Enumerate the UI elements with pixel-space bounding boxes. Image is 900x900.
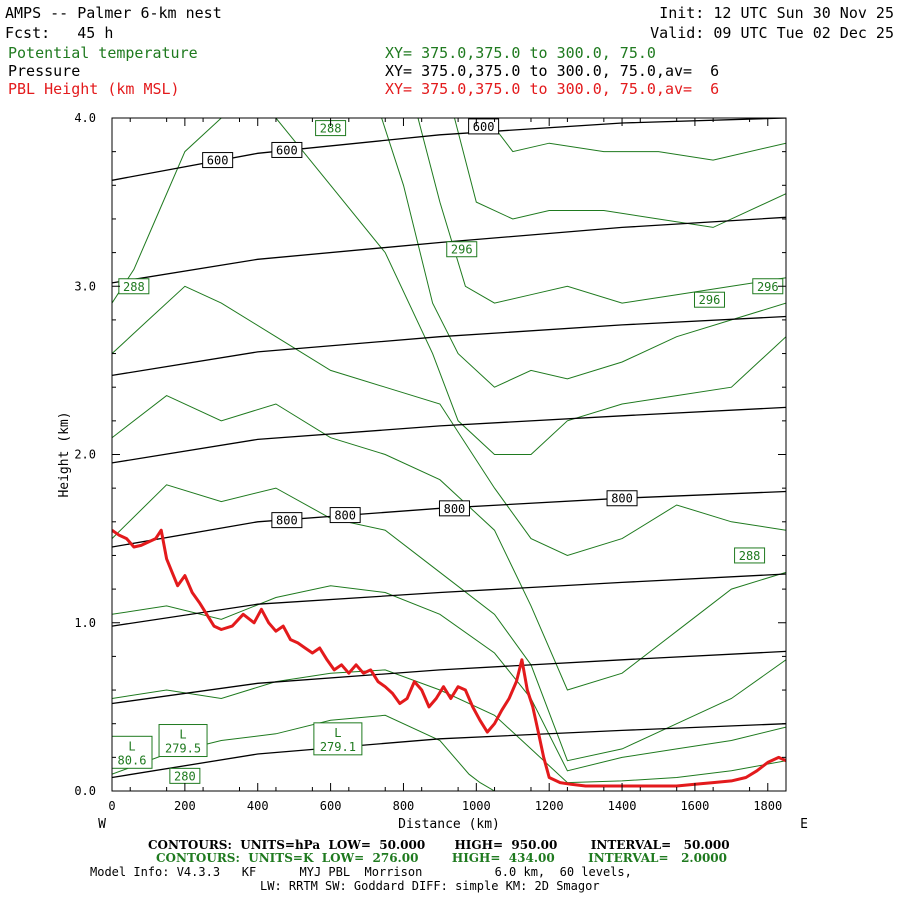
legend-xy-pbl: XY= 375.0,375.0 to 300.0, 75.0,av= 6 <box>385 80 720 98</box>
pbl-height-line <box>112 528 786 788</box>
axes: 0 200 400 600 800 1000 1200 1400 1600 1800 0.0 1.0 2… <box>57 111 808 832</box>
minimum-value: 279.1 <box>320 740 356 754</box>
theta-label-3: 296 <box>693 291 725 308</box>
pressure-label-0: 600 <box>202 152 234 169</box>
pressure-contour-0 <box>112 723 786 779</box>
svg-text:800: 800 <box>276 514 298 528</box>
footer-contours-hpa: CONTOURS: UNITS=hPa LOW= 50.000 HIGH= 95… <box>148 838 730 852</box>
contour-labels: 600 600 600 800 800 800 800 288 288 296 296 296 288 2… <box>111 118 784 784</box>
theta-label-5: 288 <box>734 547 766 564</box>
legend-label-theta: Potential temperature <box>8 44 198 62</box>
svg-text:800: 800 <box>444 502 466 516</box>
pressure-contour-7 <box>112 118 786 181</box>
footer-model-info: Model Info: V4.3.3 KF MYJ PBL Morrison 6… <box>90 865 632 879</box>
x-tick-label-3: 600 <box>320 799 342 813</box>
pressure-label-4: 800 <box>329 507 361 524</box>
y-axis-label: Height (km) <box>57 411 72 497</box>
pressure-contour-2 <box>112 573 786 627</box>
pressure-contour-6 <box>112 216 786 284</box>
minimum-value: 80.6 <box>118 753 147 767</box>
pressure-label-3: 800 <box>271 512 303 529</box>
svg-text:288: 288 <box>739 549 761 563</box>
legend-label-pressure: Pressure <box>8 62 81 80</box>
svg-text:600: 600 <box>276 143 298 157</box>
legend-xy-pressure: XY= 375.0,375.0 to 300.0, 75.0,av= 6 <box>385 62 720 80</box>
theta-label-4: 296 <box>752 278 784 295</box>
y-tick-label-4: 4.0 <box>74 111 96 125</box>
theta-contour-1 <box>112 669 786 784</box>
x-tick-label-9: 1800 <box>753 799 782 813</box>
x-tick-label-4: 800 <box>393 799 415 813</box>
svg-text:296: 296 <box>699 293 721 307</box>
pressure-label-6: 800 <box>606 490 638 507</box>
x-tick-label-5: 1000 <box>462 799 491 813</box>
pressure-contour-1 <box>112 650 786 705</box>
theta-contour-2 <box>112 585 786 772</box>
minimum-value: 279.5 <box>165 742 201 756</box>
svg-text:296: 296 <box>757 280 779 294</box>
theta-label-2: 296 <box>446 241 478 258</box>
pressure-contour-3 <box>112 490 786 548</box>
east-label: E <box>800 817 808 832</box>
theta-contour-10 <box>486 118 786 161</box>
svg-text:296: 296 <box>451 243 473 257</box>
pressure-contour-4 <box>112 406 786 464</box>
theta-label-0: 288 <box>118 278 150 295</box>
svg-text:600: 600 <box>473 120 495 134</box>
valid-time: Valid: 09 UTC Tue 02 Dec 25 <box>650 24 894 42</box>
footer-contours-k: CONTOURS: UNITS=K LOW= 276.00 HIGH= 434.… <box>156 851 727 865</box>
footer-physics: LW: RRTM SW: Goddard DIFF: simple KM: 2D… <box>260 879 600 893</box>
theta-contour-7 <box>381 118 786 388</box>
minimum-letter: L <box>128 739 135 753</box>
x-tick-label-2: 400 <box>247 799 269 813</box>
theta-contour-5 <box>112 285 786 557</box>
theta-contour-9 <box>454 118 786 228</box>
y-tick-label-3: 3.0 <box>74 279 96 293</box>
pressure-contour-5 <box>112 315 786 377</box>
minimum-letter: L <box>334 726 341 740</box>
svg-text:800: 800 <box>611 492 633 506</box>
theta-label-6: 280 <box>169 767 201 784</box>
theta-contour-4 <box>112 395 786 691</box>
svg-text:288: 288 <box>123 280 145 294</box>
legend-label-pbl: PBL Height (km MSL) <box>8 80 180 98</box>
y-tick-label-1: 1.0 <box>74 616 96 630</box>
init-time: Init: 12 UTC Sun 30 Nov 25 <box>659 4 894 22</box>
forecast-hour: Fcst: 45 h <box>5 24 114 42</box>
minimum-letter: L <box>179 728 186 742</box>
x-tick-label-8: 1600 <box>680 799 709 813</box>
svg-text:600: 600 <box>207 154 229 168</box>
x-tick-label-6: 1200 <box>535 799 564 813</box>
legend-xy-theta: XY= 375.0,375.0 to 300.0, 75.0 <box>385 44 656 62</box>
x-tick-label-1: 200 <box>174 799 196 813</box>
y-tick-label-2: 2.0 <box>74 448 96 462</box>
pressure-contours <box>112 118 786 779</box>
svg-text:288: 288 <box>320 122 342 136</box>
y-tick-label-0: 0.0 <box>74 784 96 798</box>
theta-minimum-0: L80.6 <box>111 735 153 769</box>
west-label: W <box>98 817 106 832</box>
x-axis-label: Distance (km) <box>398 817 500 832</box>
pbl-series <box>112 528 786 788</box>
pressure-label-1: 600 <box>271 141 303 158</box>
svg-text:280: 280 <box>174 769 196 783</box>
x-tick-label-0: 0 <box>108 799 115 813</box>
chart-title: AMPS -- Palmer 6-km nest <box>5 4 222 22</box>
theta-contour-6 <box>112 118 786 455</box>
svg-text:800: 800 <box>334 509 356 523</box>
x-tick-label-7: 1400 <box>608 799 637 813</box>
pressure-label-5: 800 <box>438 500 470 517</box>
